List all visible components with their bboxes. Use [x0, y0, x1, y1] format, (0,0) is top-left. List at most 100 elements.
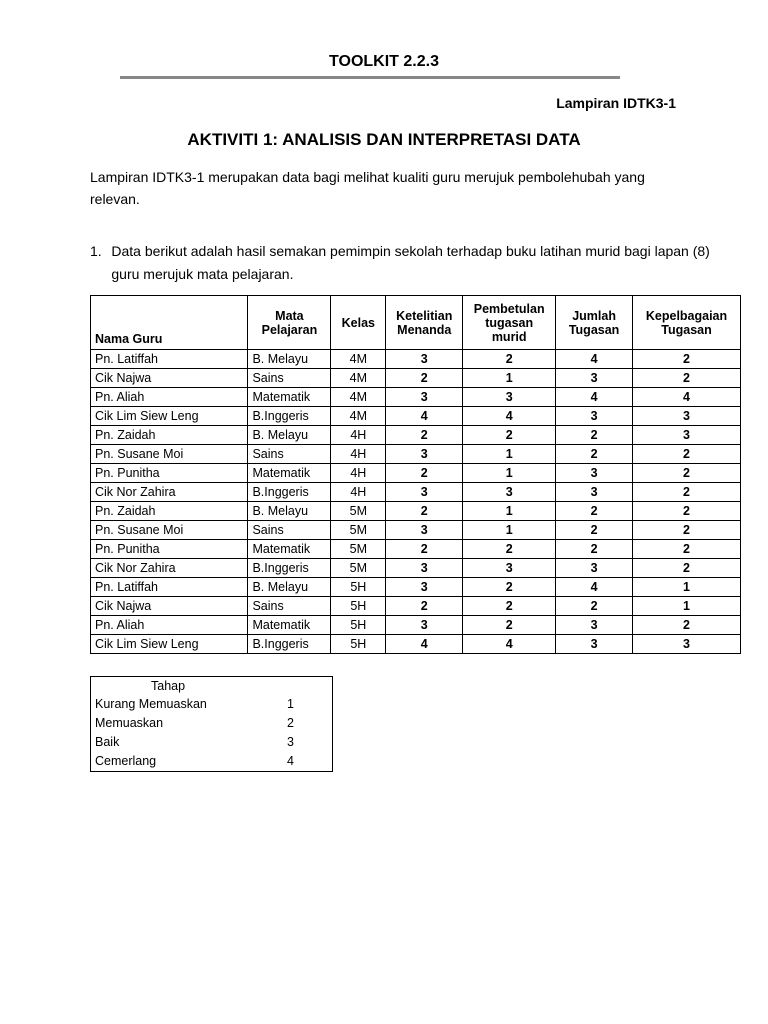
legend-item: Cemerlang 4 — [91, 752, 332, 771]
table-cell: 3 — [385, 558, 464, 578]
table-cell: 2 — [555, 596, 634, 616]
column-header: Ketelitian Menanda — [385, 295, 464, 350]
question-text: Data berikut adalah hasil semakan pemimp… — [111, 243, 710, 282]
table-cell: Pn. Susane Moi — [89, 444, 249, 464]
legend-label: Kurang Memuaskan — [95, 697, 207, 711]
table-cell: 2 — [462, 615, 557, 635]
table-cell: 3 — [555, 368, 634, 388]
table-cell: 3 — [555, 634, 634, 654]
table-cell: 3 — [462, 558, 557, 578]
table-cell: 1 — [462, 520, 557, 540]
table-cell: 2 — [555, 501, 634, 521]
table-row: Cik Najwa Sains 4M 2 1 3 2 — [89, 368, 741, 388]
table-cell: 3 — [385, 520, 464, 540]
table-cell: 4 — [555, 387, 634, 407]
table-cell: 2 — [632, 482, 741, 502]
table-cell: 4 — [632, 387, 741, 407]
table-cell: 2 — [385, 368, 464, 388]
table-row: Pn. Susane Moi Sains 4H 3 1 2 2 — [89, 444, 741, 464]
table-cell: 2 — [555, 444, 634, 464]
table-row: Cik Lim Siew Leng B.Inggeris 4M 4 4 3 3 — [89, 406, 741, 426]
table-cell: 2 — [555, 539, 634, 559]
toolkit-heading: TOOLKIT 2.2.3 — [329, 53, 439, 70]
table-cell: 4H — [330, 482, 387, 502]
legend-value: 3 — [287, 735, 294, 749]
table-cell: 2 — [385, 463, 464, 483]
legend-item: Kurang Memuaskan 1 — [91, 695, 332, 714]
table-cell: 4 — [555, 577, 634, 597]
table-cell: 2 — [632, 615, 741, 635]
table-cell: B. Melayu — [247, 425, 332, 445]
column-header: Nama Guru — [89, 295, 249, 350]
table-row: Pn. Latiffah B. Melayu 4M 3 2 4 2 — [89, 349, 741, 369]
table-row: Pn. Aliah Matematik 5H 3 2 3 2 — [89, 615, 741, 635]
tahap-legend: Tahap Kurang Memuaskan 1 Memuaskan 2 Baik 3 Ce… — [90, 676, 333, 772]
table-cell: Matematik — [247, 463, 332, 483]
table-cell: 3 — [385, 444, 464, 464]
table-cell: 2 — [632, 368, 741, 388]
table-cell: 4M — [330, 368, 387, 388]
table-cell: Matematik — [247, 615, 332, 635]
table-cell: 2 — [632, 501, 741, 521]
lampiran-label: Lampiran IDTK3-1 — [556, 95, 676, 111]
table-cell: B. Melayu — [247, 577, 332, 597]
table-cell: Pn. Aliah — [89, 387, 249, 407]
table-cell: 5H — [330, 615, 387, 635]
table-cell: Cik Najwa — [89, 368, 249, 388]
table-cell: Pn. Punitha — [89, 539, 249, 559]
table-cell: 5M — [330, 539, 387, 559]
table-cell: B. Melayu — [247, 501, 332, 521]
legend-label: Cemerlang — [95, 754, 157, 768]
table-cell: B.Inggeris — [247, 482, 332, 502]
table-cell: 2 — [632, 349, 741, 369]
table-cell: B.Inggeris — [247, 406, 332, 426]
table-cell: 3 — [385, 577, 464, 597]
table-cell: 4M — [330, 349, 387, 369]
table-cell: 5M — [330, 501, 387, 521]
table-cell: 3 — [555, 463, 634, 483]
legend-item: Memuaskan 2 — [91, 714, 332, 733]
table-cell: B.Inggeris — [247, 634, 332, 654]
table-cell: 2 — [462, 349, 557, 369]
table-cell: 2 — [632, 539, 741, 559]
table-cell: 2 — [462, 425, 557, 445]
table-cell: 2 — [385, 425, 464, 445]
table-cell: 1 — [462, 368, 557, 388]
table-row: Cik Nor Zahira B.Inggeris 4H 3 3 3 2 — [89, 482, 741, 502]
table-cell: 2 — [555, 520, 634, 540]
table-cell: 2 — [462, 539, 557, 559]
table-cell: 4 — [462, 406, 557, 426]
table-cell: Cik Lim Siew Leng — [89, 406, 249, 426]
table-row: Cik Nor Zahira B.Inggeris 5M 3 3 3 2 — [89, 558, 741, 578]
question-1: 1. Data berikut adalah hasil semakan pem… — [90, 240, 710, 286]
legend-value: 1 — [287, 697, 294, 711]
table-cell: B.Inggeris — [247, 558, 332, 578]
column-header: Mata Pelajaran — [247, 295, 332, 350]
table-row: Pn. Zaidah B. Melayu 5M 2 1 2 2 — [89, 501, 741, 521]
table-cell: 2 — [385, 596, 464, 616]
table-cell: 5M — [330, 520, 387, 540]
table-cell: 3 — [555, 482, 634, 502]
table-cell: 3 — [555, 406, 634, 426]
table-cell: Cik Nor Zahira — [89, 558, 249, 578]
table-cell: 4H — [330, 444, 387, 464]
table-row: Cik Najwa Sains 5H 2 2 2 1 — [89, 596, 741, 616]
legend-label: Memuaskan — [95, 716, 164, 730]
legend-item: Baik 3 — [91, 733, 332, 752]
table-cell: 3 — [632, 425, 741, 445]
table-cell: 4M — [330, 387, 387, 407]
table-cell: 3 — [632, 406, 741, 426]
table-cell: 2 — [462, 577, 557, 597]
table-cell: 2 — [385, 539, 464, 559]
heading-rule — [120, 76, 620, 79]
table-row: Pn. Latiffah B. Melayu 5H 3 2 4 1 — [89, 577, 741, 597]
activity-title: AKTIVITI 1: ANALISIS DAN INTERPRETASI DA… — [187, 130, 581, 149]
table-cell: 3 — [462, 387, 557, 407]
table-row: Pn. Punitha Matematik 4H 2 1 3 2 — [89, 463, 741, 483]
table-cell: 1 — [632, 577, 741, 597]
table-cell: 2 — [462, 596, 557, 616]
table-cell: 4 — [385, 406, 464, 426]
table-cell: Sains — [247, 596, 332, 616]
table-cell: Cik Nor Zahira — [89, 482, 249, 502]
